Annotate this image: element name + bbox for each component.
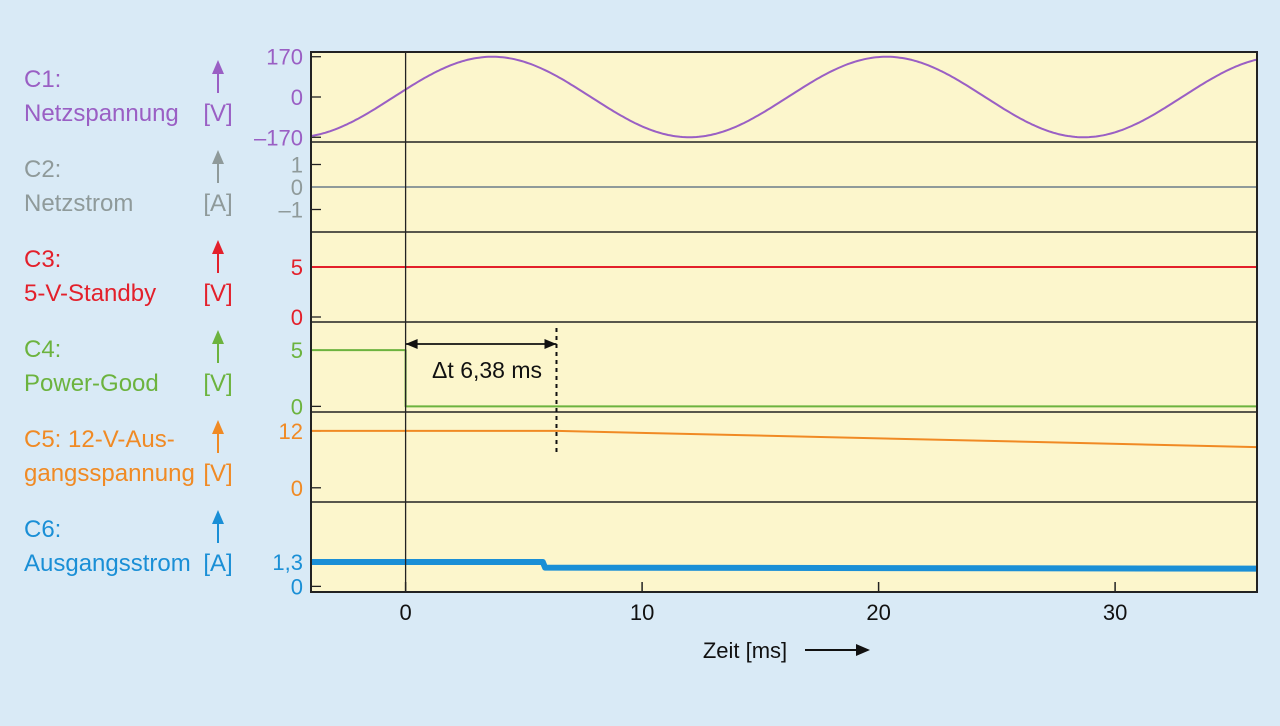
y-tick-label: –1 [279,198,303,223]
channel-id-label: C4: [24,336,61,363]
plot-frame [310,51,1258,593]
channel-id-label: C2: [24,156,61,183]
delta-t-label: Δt 6,38 ms [432,357,542,383]
channel-unit-label: [V] [203,280,232,307]
y-tick-label: –170 [254,125,303,150]
y-tick-label: 0 [291,305,303,330]
channel-axis-arrowhead [212,60,224,74]
y-tick-label: 5 [291,338,303,363]
channel-id-label: C5: 12-V-Aus- [24,426,175,453]
channel-axis-arrowhead [212,330,224,344]
x-tick-label: 30 [1103,600,1127,625]
delta-t-arrowhead-right [544,339,557,349]
y-tick-label: 0 [291,574,303,599]
channel-unit-label: [V] [203,370,232,397]
channel-name-label: Netzstrom [24,190,133,217]
x-tick-label: 20 [866,600,890,625]
channel-name-label: gangsspannung [24,460,195,487]
x-axis-label: Zeit [ms] [703,638,787,663]
y-tick-label: 170 [266,45,303,70]
channel-id-label: C6: [24,516,61,543]
series-line-c1 [310,55,1258,139]
series-line-c6 [311,559,1258,572]
channel-unit-label: [V] [203,100,232,127]
y-tick-label: 12 [279,419,303,444]
series-line-c5 [311,429,1258,449]
channel-axis-arrowhead [212,420,224,434]
channel-id-label: C3: [24,246,61,273]
delta-t-arrowhead-left [405,339,418,349]
y-tick-label: 1,3 [272,550,303,575]
channel-unit-label: [A] [203,190,232,217]
channel-axis-arrowhead [212,150,224,164]
y-tick-label: 0 [291,85,303,110]
y-tick-label: 0 [291,394,303,419]
channel-axis-arrowhead [212,240,224,254]
channel-axis-arrowhead [212,510,224,524]
channel-name-label: Ausgangsstrom [24,550,191,577]
y-tick-label: 0 [291,476,303,501]
channel-unit-label: [V] [203,460,232,487]
x-axis-arrow [805,644,870,656]
channel-name-label: Power-Good [24,370,159,397]
y-tick-label: 5 [291,255,303,280]
channel-name-label: Netzspannung [24,100,179,127]
channel-id-label: C1: [24,66,61,93]
x-tick-label: 10 [630,600,654,625]
channel-unit-label: [A] [203,550,232,577]
y-tick-label: 0 [291,175,303,200]
x-tick-label: 0 [399,600,411,625]
channel-name-label: 5-V-Standby [24,280,156,307]
y-tick-label: 1 [291,153,303,178]
